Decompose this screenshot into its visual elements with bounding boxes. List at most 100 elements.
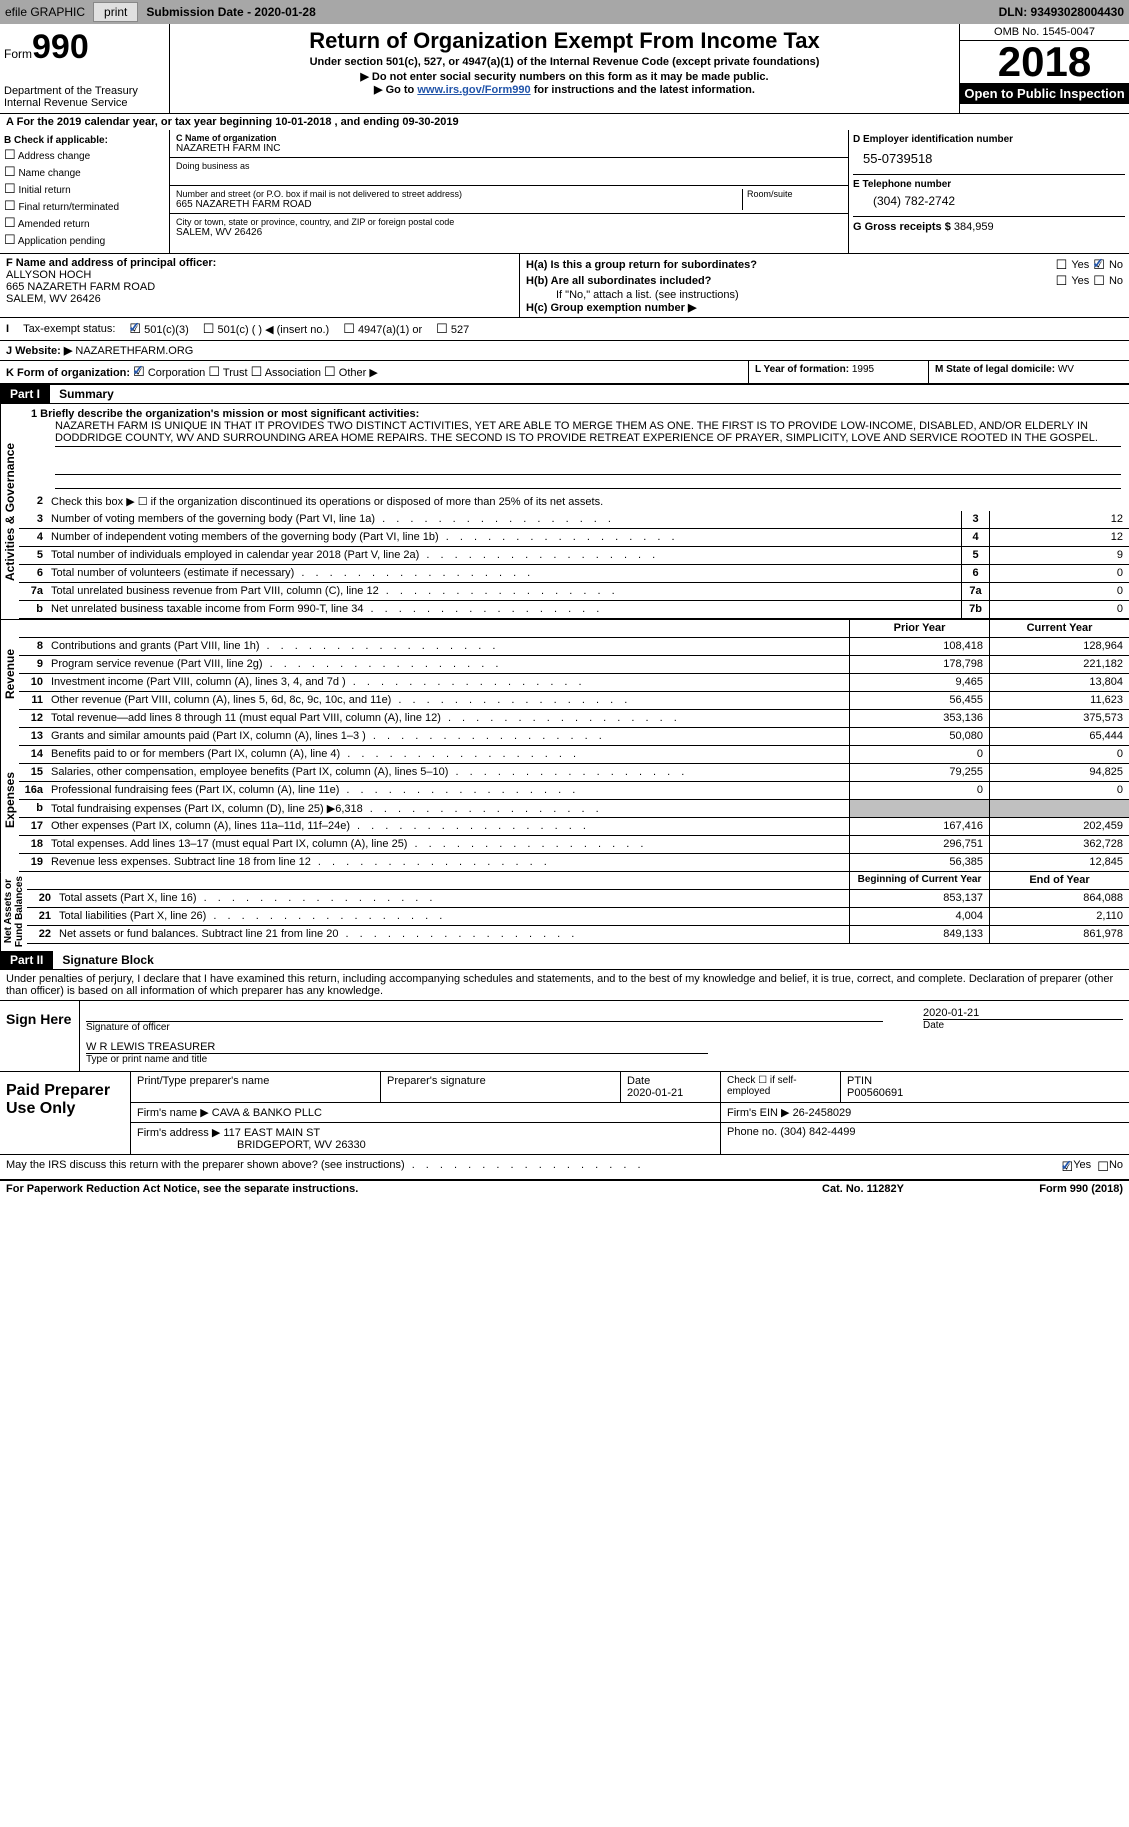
- hb-yes[interactable]: ☐: [1056, 273, 1068, 289]
- line-18: 18Total expenses. Add lines 13–17 (must …: [19, 836, 1129, 854]
- col-prior-year: Prior Year: [849, 620, 989, 637]
- ein-value: 55-0739518: [853, 145, 1125, 166]
- cb-other[interactable]: ☐ Other ▶: [324, 367, 378, 379]
- part-2-header: Part II Signature Block: [0, 951, 1129, 970]
- cb-final-return[interactable]: ☐ Final return/terminated: [4, 198, 165, 214]
- part-2-title: Signature Block: [56, 951, 159, 969]
- cb-corp[interactable]: ☑ Corporation: [133, 367, 205, 379]
- form-label: Form: [4, 47, 32, 61]
- sign-here-label: Sign Here: [0, 1001, 80, 1071]
- vert-net-assets: Net Assets orFund Balances: [0, 872, 27, 951]
- sig-officer-label: Signature of officer: [86, 1021, 883, 1033]
- website-row: J Website: ▶ NAZARETHFARM.ORG: [0, 341, 1129, 361]
- note-1: ▶ Do not enter social security numbers o…: [180, 70, 949, 83]
- officer-row: F Name and address of principal officer:…: [0, 254, 1129, 318]
- line-12: 12Total revenue—add lines 8 through 11 (…: [19, 710, 1129, 728]
- m-label: M State of legal domicile:: [935, 364, 1055, 375]
- tax-status-row: I Tax-exempt status: ☑ 501(c)(3) ☐ 501(c…: [0, 318, 1129, 341]
- officer-name: ALLYSON HOCH: [6, 269, 91, 281]
- dba-label: Doing business as: [176, 161, 842, 171]
- line-14: 14Benefits paid to or for members (Part …: [19, 746, 1129, 764]
- line-17: 17Other expenses (Part IX, column (A), l…: [19, 818, 1129, 836]
- period: A For the 2019 calendar year, or tax yea…: [0, 114, 1129, 130]
- print-button[interactable]: print: [93, 2, 138, 22]
- hb-no[interactable]: ☐: [1093, 273, 1105, 289]
- discuss-yes[interactable]: ☑: [1062, 1159, 1074, 1175]
- vert-expenses: Expenses: [0, 728, 19, 872]
- city-state-zip: SALEM, WV 26426: [176, 227, 842, 238]
- prep-date-hdr: Date: [627, 1075, 650, 1087]
- line-19: 19Revenue less expenses. Subtract line 1…: [19, 854, 1129, 872]
- paid-preparer-section: Paid Preparer Use Only Print/Type prepar…: [0, 1071, 1129, 1154]
- officer-city: SALEM, WV 26426: [6, 293, 101, 305]
- form990-link[interactable]: www.irs.gov/Form990: [417, 84, 530, 96]
- prep-name-hdr: Print/Type preparer's name: [130, 1072, 380, 1102]
- firm-phone-label: Phone no.: [727, 1126, 777, 1138]
- cb-4947[interactable]: ☐ 4947(a)(1) or: [343, 321, 422, 337]
- col-end-year: End of Year: [989, 872, 1129, 889]
- form-number: 990: [32, 28, 89, 67]
- submission-date: Submission Date - 2020-01-28: [146, 5, 315, 19]
- footer-mid: Cat. No. 11282Y: [763, 1183, 963, 1195]
- part-2-tag: Part II: [0, 951, 53, 969]
- cb-assoc[interactable]: ☐ Association: [251, 367, 321, 379]
- line-22: 22Net assets or fund balances. Subtract …: [27, 926, 1129, 944]
- line-9: 9Program service revenue (Part VIII, lin…: [19, 656, 1129, 674]
- website-label: J Website: ▶: [6, 345, 72, 357]
- org-name-label: C Name of organization: [176, 133, 842, 143]
- street-address: 665 NAZARETH FARM ROAD: [176, 199, 742, 210]
- efile-label: efile GRAPHIC: [5, 5, 85, 19]
- l-val: 1995: [852, 364, 874, 375]
- dln: DLN: 93493028004430: [999, 5, 1124, 19]
- hc-label: H(c) Group exemption number ▶: [526, 302, 696, 314]
- phone-value: (304) 782-2742: [853, 190, 1125, 208]
- sig-declaration: Under penalties of perjury, I declare th…: [0, 970, 1129, 1000]
- sign-here-row: Sign Here Signature of officer 2020-01-2…: [0, 1000, 1129, 1071]
- ha-label: H(a) Is this a group return for subordin…: [526, 259, 1052, 271]
- line-16a: 16aProfessional fundraising fees (Part I…: [19, 782, 1129, 800]
- firm-phone: (304) 842-4499: [780, 1126, 855, 1138]
- cb-527[interactable]: ☐ 527: [436, 321, 469, 337]
- discuss-no[interactable]: ☐: [1097, 1159, 1109, 1175]
- officer-label: F Name and address of principal officer:: [6, 257, 216, 269]
- gross-label: G Gross receipts $: [853, 221, 951, 233]
- cb-name-change[interactable]: ☐ Name change: [4, 164, 165, 180]
- org-name: NAZARETH FARM INC: [176, 143, 842, 154]
- cb-501c[interactable]: ☐ 501(c) ( ) ◀ (insert no.): [203, 321, 329, 337]
- cb-501c3[interactable]: ☑ 501(c)(3): [129, 321, 188, 337]
- line-7a: 7aTotal unrelated business revenue from …: [19, 583, 1129, 601]
- form-org-row: K Form of organization: ☑ Corporation ☐ …: [0, 361, 1129, 385]
- ha-yes[interactable]: ☐: [1056, 257, 1068, 273]
- phone-label: E Telephone number: [853, 179, 1125, 190]
- cb-address-change[interactable]: ☐ Address change: [4, 147, 165, 163]
- city-label: City or town, state or province, country…: [176, 217, 842, 227]
- ein-label: D Employer identification number: [853, 134, 1125, 145]
- tax-year: 2018: [960, 41, 1129, 83]
- cb-application-pending[interactable]: ☐ Application pending: [4, 232, 165, 248]
- blank-line: [55, 475, 1121, 489]
- cb-amended[interactable]: ☐ Amended return: [4, 215, 165, 231]
- line-13: 13Grants and similar amounts paid (Part …: [19, 728, 1129, 746]
- discuss-text: May the IRS discuss this return with the…: [6, 1159, 1062, 1175]
- mission-label: 1 Briefly describe the organization's mi…: [31, 408, 1121, 420]
- sig-date: 2020-01-21: [923, 1007, 1123, 1019]
- mission-text: NAZARETH FARM IS UNIQUE IN THAT IT PROVI…: [55, 420, 1121, 447]
- gross-value: 384,959: [954, 221, 994, 233]
- top-bar: efile GRAPHIC print Submission Date - 20…: [0, 0, 1129, 24]
- prep-sig-hdr: Preparer's signature: [380, 1072, 620, 1102]
- officer-printed-name: W R LEWIS TREASURER: [86, 1041, 1123, 1053]
- line-3: 3Number of voting members of the governi…: [19, 511, 1129, 529]
- form-subtitle: Under section 501(c), 527, or 4947(a)(1)…: [180, 56, 949, 68]
- cb-trust[interactable]: ☐ Trust: [208, 367, 247, 379]
- line-4: 4Number of independent voting members of…: [19, 529, 1129, 547]
- ha-no[interactable]: ☑: [1093, 257, 1105, 273]
- activities-governance: Activities & Governance 1 Briefly descri…: [0, 404, 1129, 619]
- firm-ein: 26-2458029: [793, 1107, 852, 1119]
- firm-addr2: BRIDGEPORT, WV 26330: [137, 1139, 366, 1151]
- firm-addr-label: Firm's address ▶: [137, 1127, 220, 1139]
- note-2-pre: ▶ Go to: [374, 84, 417, 96]
- k-label: K Form of organization:: [6, 367, 130, 379]
- col-beginning-year: Beginning of Current Year: [849, 872, 989, 889]
- cb-initial-return[interactable]: ☐ Initial return: [4, 181, 165, 197]
- note-2-post: for instructions and the latest informat…: [534, 84, 755, 96]
